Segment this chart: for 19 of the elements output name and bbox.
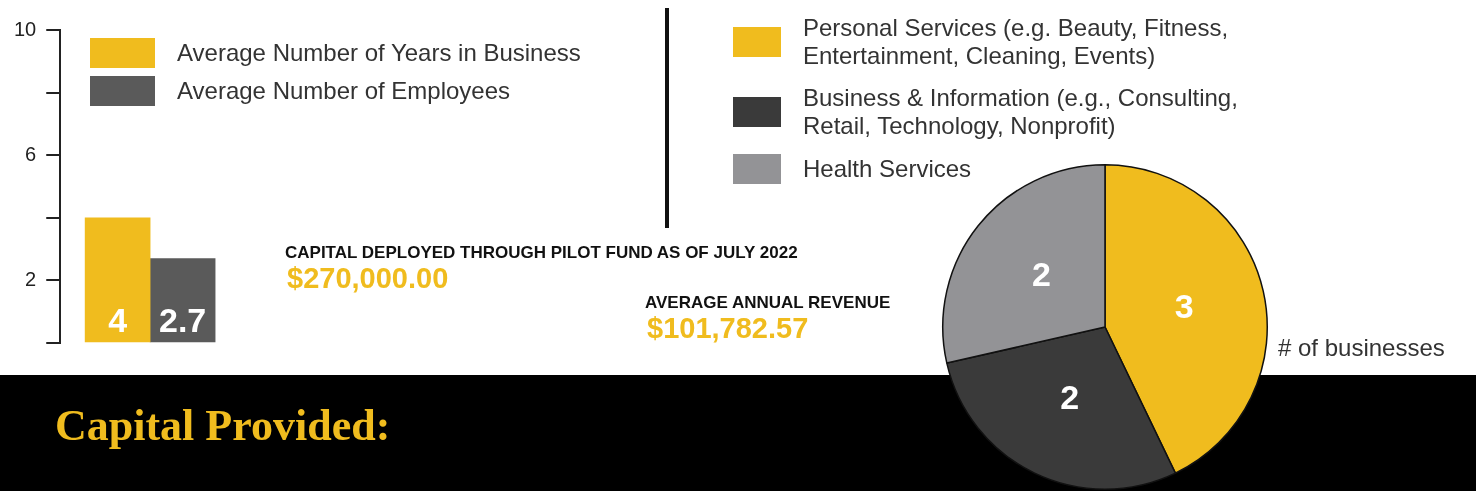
legend-label: Average Number of Years in Business (177, 39, 582, 67)
legend-label: Average Number of Employees (177, 77, 512, 105)
text: $101,782.57 (647, 312, 809, 345)
legend-label: Business & Information (e.g., Consulting, Retail, Technology, Nonprofit) (803, 84, 1239, 140)
data-label: 2.7 (158, 301, 207, 340)
legend-label: Personal Services (e.g. Beauty, Fitness, Entertainment, Cleaning, Events) (803, 14, 1230, 70)
data-label: 2 (1060, 378, 1080, 417)
text: AVERAGE ANNUAL REVENUE (645, 293, 891, 313)
y-tick-label: 10 (14, 17, 37, 40)
data-label: 3 (1174, 287, 1194, 326)
data-label: 4 (108, 301, 128, 340)
text: Capital Provided: (55, 400, 391, 451)
legend-label: Health Services (803, 155, 973, 183)
y-tick-label: 2 (25, 267, 37, 290)
text: CAPITAL DEPLOYED THROUGH PILOT FUND AS OF JULY 2022 (285, 243, 798, 263)
data-label: 2 (1032, 254, 1052, 293)
y-tick-label: 6 (25, 142, 37, 165)
text: # of businesses (1278, 334, 1445, 362)
text: $270,000.00 (287, 262, 449, 295)
